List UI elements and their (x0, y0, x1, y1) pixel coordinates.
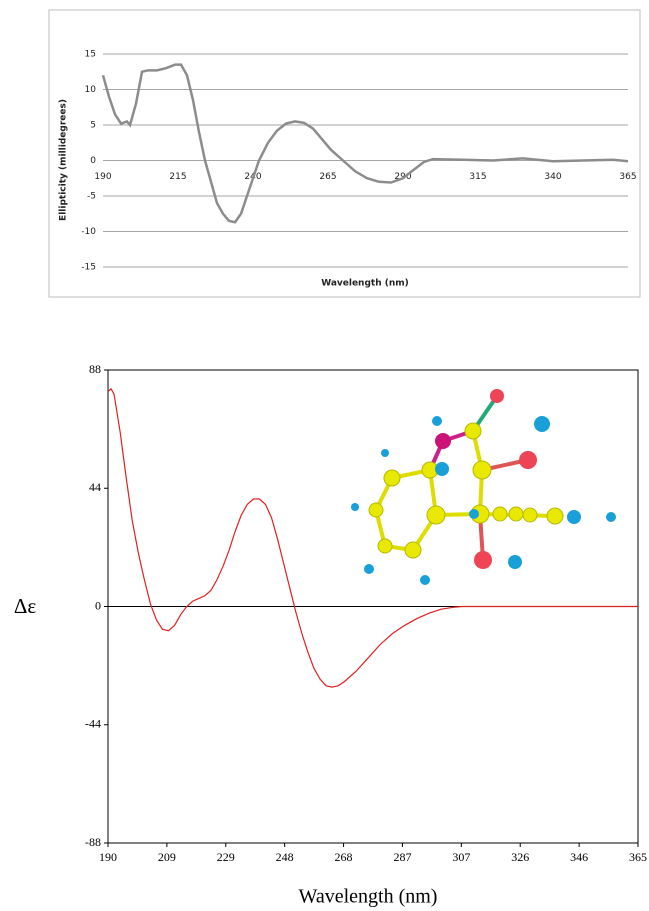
x-tick-label: 265 (319, 172, 336, 182)
x-tick-label: 190 (99, 850, 117, 864)
x-tick-label: 307 (452, 850, 470, 864)
y-tick-label: 88 (89, 362, 101, 376)
chart-frame (49, 10, 640, 297)
page: Ellipticity (millidegrees) Wavelength (n… (0, 0, 649, 911)
molecule-inset (351, 389, 616, 585)
y-tick-label: -10 (81, 227, 96, 237)
y-tick-label: -88 (85, 835, 101, 849)
x-tick-label: 190 (94, 172, 111, 182)
x-axis-label: Wavelength (nm) (321, 279, 409, 289)
y-tick-label: -44 (85, 717, 101, 731)
y-tick-label: 5 (90, 121, 96, 131)
y-tick-label: 44 (89, 480, 101, 494)
y-axis-label: Ellipticity (millidegrees) (59, 99, 69, 221)
chart-2: Δε Wavelength (nm) (14, 362, 647, 908)
x-tick-label: 248 (276, 850, 294, 864)
x-tick-label: 340 (544, 172, 561, 182)
x-tick-label: 326 (511, 850, 529, 864)
x-tick-label: 209 (158, 850, 176, 864)
y-axis-label: Δε (14, 594, 37, 618)
chart-1: Ellipticity (millidegrees) Wavelength (n… (49, 10, 640, 297)
x-tick-label: 215 (169, 172, 186, 182)
y-tick-label: 10 (85, 85, 97, 95)
x-tick-label: 346 (570, 850, 588, 864)
x-tick-label: 365 (629, 850, 647, 864)
data-line (108, 389, 638, 687)
y-tick-label: 15 (85, 50, 96, 60)
x-axis-label: Wavelength (nm) (299, 886, 438, 908)
x-tick-label: 315 (469, 172, 486, 182)
y-tick-label: 0 (90, 156, 96, 166)
x-tick-label: 287 (393, 850, 411, 864)
y-tick-label: 0 (95, 598, 101, 612)
x-tick-label: 268 (335, 850, 353, 864)
x-tick-label: 229 (217, 850, 235, 864)
y-tick-label: -5 (87, 192, 96, 202)
y-tick-label: -15 (81, 263, 96, 273)
x-tick-label: 365 (619, 172, 636, 182)
